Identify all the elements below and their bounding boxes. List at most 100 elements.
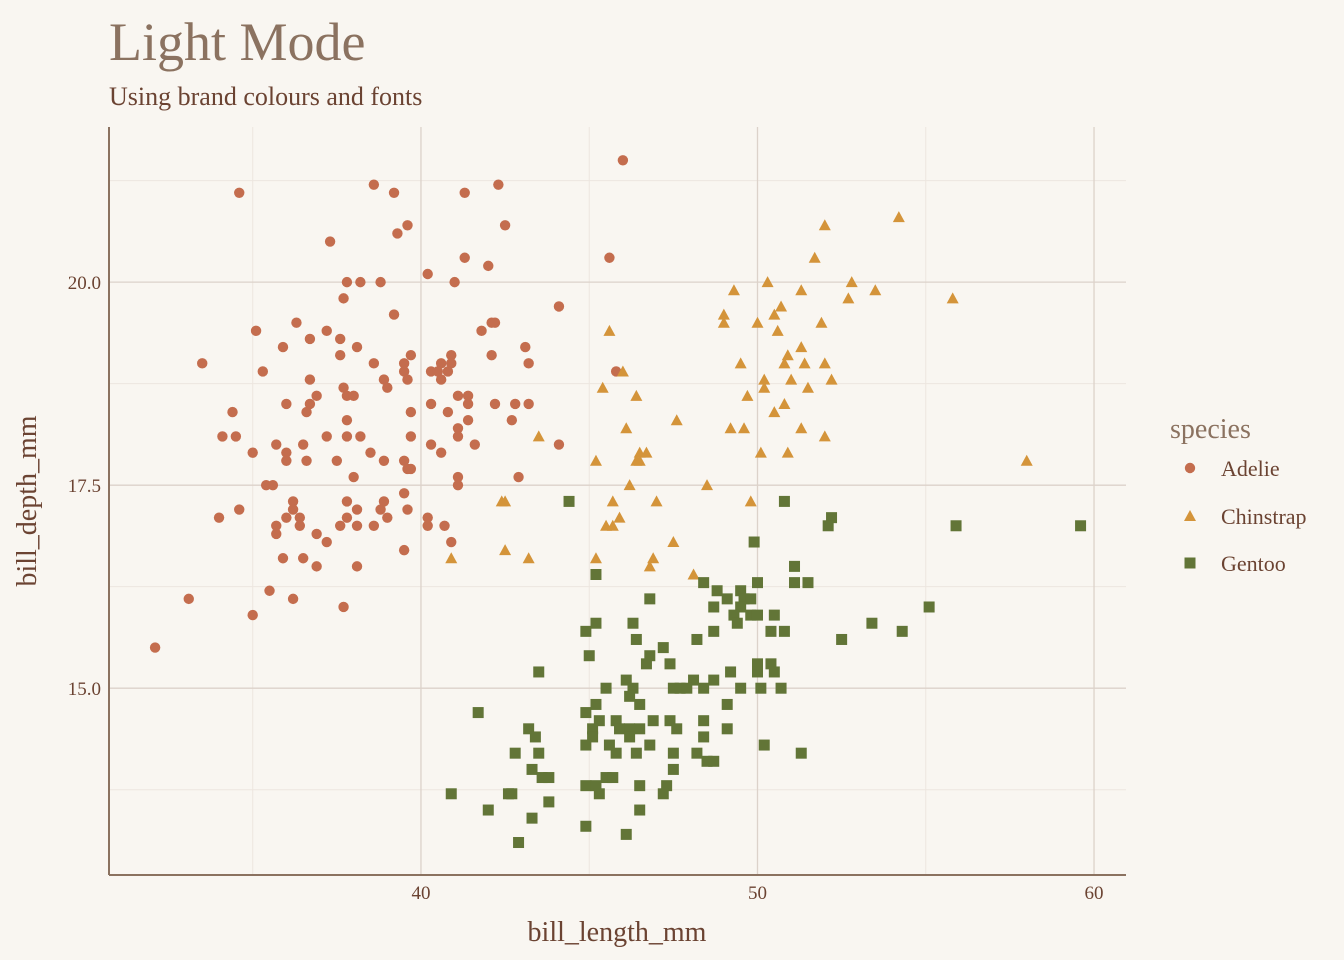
chinstrap-point: [650, 495, 663, 507]
gentoo-point: [634, 723, 646, 735]
chinstrap-point: [768, 406, 781, 418]
gentoo-point: [701, 755, 713, 767]
adelie-point: [324, 236, 336, 247]
chinstrap-point: [727, 284, 740, 296]
adelie-point: [304, 333, 316, 345]
gentoo-point: [620, 674, 632, 686]
adelie-point: [489, 317, 501, 328]
gentoo-point: [620, 828, 632, 840]
gentoo-point: [1075, 520, 1087, 532]
adelie-point: [375, 276, 386, 288]
gentoo-point: [664, 715, 676, 727]
chinstrap-point: [771, 324, 784, 336]
adelie-point: [392, 228, 403, 239]
adelie-point: [446, 358, 457, 369]
adelie-point: [368, 520, 380, 531]
gentoo-point: [590, 569, 602, 581]
gentoo-point: [529, 731, 541, 743]
gentoo-point: [600, 682, 612, 694]
adelie-point: [405, 463, 417, 475]
adelie-point: [257, 366, 268, 377]
adelie-point: [375, 504, 386, 515]
adelie-point: [351, 520, 363, 531]
gentoo-point: [610, 747, 622, 759]
adelie-point: [227, 406, 238, 418]
gentoo-point: [751, 609, 763, 621]
adelie-point: [287, 496, 299, 507]
chinstrap-point: [785, 373, 798, 385]
adelie-point: [234, 504, 245, 515]
adelie-point: [382, 512, 393, 523]
gentoo-point: [745, 609, 757, 621]
chinstrap-point: [815, 316, 828, 328]
adelie-point: [422, 512, 433, 523]
chinstrap-point: [781, 446, 794, 458]
legend-title: species: [1170, 414, 1251, 445]
adelie-point: [217, 431, 228, 442]
gentoo-point: [533, 666, 545, 678]
adelie-point: [287, 504, 299, 515]
adelie-point: [509, 398, 521, 410]
chinstrap-point: [717, 308, 730, 320]
adelie-point: [183, 593, 194, 605]
gentoo-point: [822, 520, 834, 532]
adelie-point: [341, 496, 353, 507]
adelie-point: [351, 561, 363, 572]
gentoo-point: [445, 788, 457, 800]
gentoo-point: [624, 731, 636, 743]
adelie-point: [422, 520, 433, 531]
x-tick-label: 50: [748, 883, 767, 904]
adelie-point: [368, 358, 380, 369]
adelie-point: [476, 325, 487, 337]
adelie-point: [459, 187, 470, 198]
gentoo-point: [802, 577, 814, 589]
gentoo-point: [950, 520, 962, 532]
adelie-point: [489, 398, 501, 410]
adelie-point: [311, 561, 322, 572]
legend-marker-chinstrap-triangle-icon: [1184, 510, 1196, 521]
adelie-point: [368, 179, 380, 190]
gentoo-point: [708, 601, 720, 613]
gentoo-point: [836, 633, 848, 645]
gentoo-point: [543, 772, 555, 784]
adelie-point: [435, 447, 447, 458]
adelie-point: [301, 455, 312, 466]
gentoo-point: [708, 674, 720, 686]
gentoo-point: [778, 495, 790, 507]
chinstrap-point: [761, 276, 774, 288]
gentoo-point: [667, 682, 679, 694]
chinstrap-point: [795, 284, 808, 296]
gentoo-point: [610, 715, 622, 727]
gentoo-point: [826, 512, 838, 524]
y-axis-label: bill_depth_mm: [12, 415, 43, 586]
adelie-point: [197, 358, 208, 369]
chinstrap-point: [620, 422, 633, 434]
gentoo-point: [657, 788, 669, 800]
gentoo-point: [513, 837, 525, 849]
gentoo-point: [600, 772, 612, 784]
y-tick-label: 17.5: [68, 476, 101, 497]
gentoo-point: [708, 755, 720, 767]
adelie-point: [469, 439, 481, 450]
adelie-point: [338, 382, 349, 393]
series-chinstrap: [445, 211, 1033, 580]
gentoo-point: [721, 723, 733, 735]
gentoo-point: [536, 772, 548, 784]
gentoo-point: [721, 593, 733, 605]
adelie-point: [355, 431, 366, 442]
gentoo-point: [607, 772, 619, 784]
adelie-point: [513, 471, 524, 483]
adelie-point: [398, 358, 410, 369]
adelie-point: [348, 471, 359, 483]
chinstrap-point: [818, 430, 831, 442]
adelie-point: [402, 504, 413, 515]
adelie-point: [388, 187, 400, 198]
adelie-point: [321, 431, 332, 442]
adelie-point: [341, 431, 353, 442]
tick-labels: 40 50 60 15.0 17.5 20.0: [68, 273, 1104, 904]
adelie-point: [617, 155, 629, 166]
adelie-point: [149, 642, 161, 653]
x-axis-label: bill_length_mm: [528, 917, 707, 948]
gentoo-point: [667, 747, 679, 759]
